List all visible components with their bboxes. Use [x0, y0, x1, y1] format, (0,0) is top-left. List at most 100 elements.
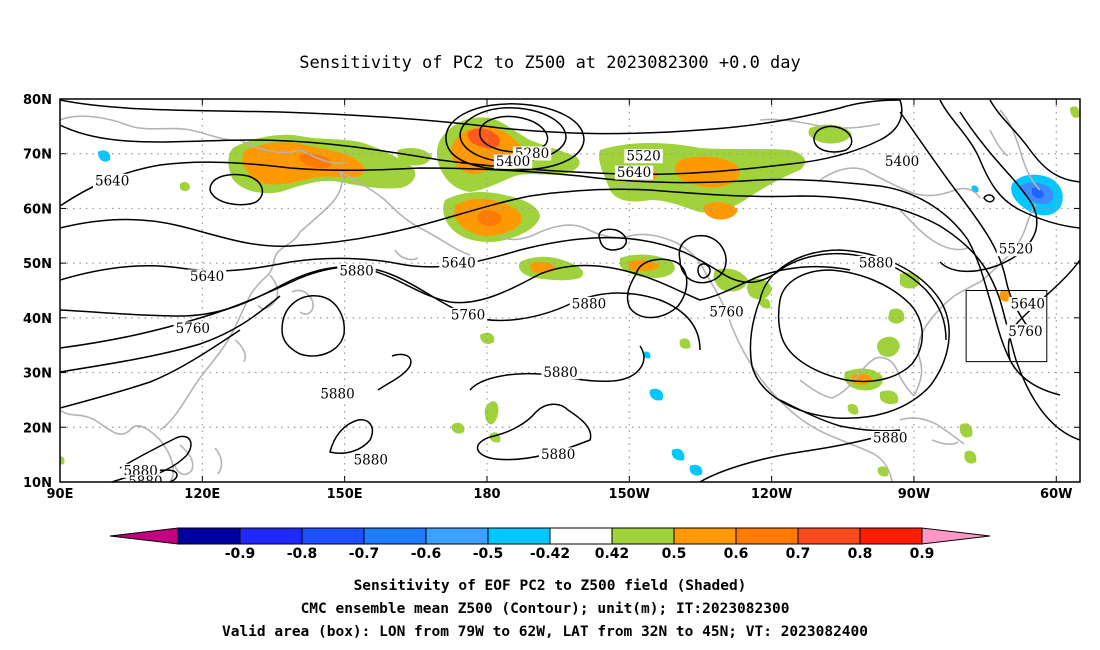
contour-label: 5880	[128, 474, 162, 490]
colorbar-label: -0.9	[225, 546, 256, 562]
colorbar-label: 0.7	[786, 546, 811, 562]
caption-line-1: Sensitivity of EOF PC2 to Z500 field (Sh…	[354, 578, 747, 594]
chart-title: Sensitivity of PC2 to Z500 at 2023082300…	[299, 53, 801, 73]
lat-label: 70N	[23, 148, 52, 163]
contour-label-bg	[439, 255, 478, 270]
contour-label: 5400	[885, 154, 919, 170]
colorbar-segment	[363, 527, 427, 545]
lat-label: 10N	[23, 476, 52, 491]
lon-label: 150W	[609, 487, 650, 502]
colorbar-segment	[425, 527, 489, 545]
contour-label-bg	[871, 430, 910, 445]
contour-label: 5880	[320, 387, 354, 403]
contour-label: 5640	[617, 165, 651, 181]
caption-line-2: CMC ensemble mean Z500 (Contour); unit(m…	[301, 601, 790, 617]
colorbar-label: 0.5	[662, 546, 687, 562]
contour-label-bg	[538, 447, 578, 462]
colorbar-label: 0.42	[595, 546, 630, 562]
colorbar-segment	[859, 527, 923, 545]
contour-label-bg	[318, 387, 357, 402]
contour-label-bg	[126, 474, 165, 482]
colorbar-segment	[673, 527, 737, 545]
contour-label: 5880	[873, 430, 907, 446]
colorbar: -0.9 -0.8 -0.7 -0.6 -0.5 -0.42 0.42 0.5 0.6 0.7 0.…	[109, 527, 991, 562]
colorbar-segment	[487, 527, 551, 545]
shading-negative-patches	[98, 150, 1063, 476]
contour-label-bg	[707, 305, 746, 320]
lon-label: 90E	[47, 487, 74, 502]
contour-label: 5760	[176, 321, 210, 337]
contour-label: 5880	[339, 264, 373, 280]
contour-label: 5880	[541, 447, 575, 463]
contour-label: 5880	[859, 255, 893, 271]
shading-patch-bering	[397, 117, 580, 242]
contour-label-bg	[614, 165, 654, 180]
caption-line-3: Valid area (box): LON from 79W to 62W, L…	[222, 624, 868, 640]
contour-label-bg	[1008, 296, 1048, 311]
lon-label: 120E	[184, 487, 220, 502]
contour-label-bg	[493, 154, 533, 169]
contour-label: 5640	[95, 173, 129, 189]
shading-patch-us-east	[759, 298, 977, 477]
colorbar-low-arrow	[109, 527, 179, 545]
contour-label-bg	[351, 452, 390, 467]
colorbar-segment	[549, 527, 613, 545]
contour-label-bg	[337, 264, 376, 279]
contour-label-bg	[882, 154, 922, 169]
axis-ticks	[59, 98, 1080, 483]
lat-label: 60N	[23, 202, 52, 217]
lat-label: 40N	[23, 312, 52, 327]
contour-label-bg	[1006, 324, 1045, 339]
contour-label-bg	[996, 242, 1036, 257]
lon-label: 120W	[751, 487, 792, 502]
colorbar-segment	[301, 527, 365, 545]
contour-label-bg	[448, 307, 488, 322]
colorbar-label: 0.8	[848, 546, 873, 562]
contour-label-bg	[92, 173, 132, 188]
colorbar-label: -0.7	[349, 546, 380, 562]
colorbar-segment	[177, 527, 241, 545]
colorbar-label: -0.42	[530, 546, 570, 562]
shading-patch-tropics	[60, 401, 501, 465]
contour-label-bg	[856, 255, 896, 270]
z500-contours	[60, 99, 1080, 482]
contour-label-bg	[569, 296, 609, 311]
valid-area-box	[965, 290, 1048, 363]
lat-label: 30N	[23, 367, 52, 382]
contour-label: 5760	[451, 307, 485, 323]
lat-label: 80N	[23, 93, 52, 108]
contour-label: 5640	[1011, 296, 1045, 312]
contour-label: 5640	[441, 255, 475, 271]
colorbar-label: -0.5	[473, 546, 504, 562]
contour-label: 5880	[572, 296, 606, 312]
colorbar-label: 0.9	[910, 546, 935, 562]
contour-label: 5760	[1008, 324, 1042, 340]
lat-label: 20N	[23, 421, 52, 436]
colorbar-segment	[735, 527, 799, 545]
contour-label: 5880	[354, 452, 388, 468]
colorbar-segment	[239, 527, 303, 545]
colorbar-label: 0.6	[724, 546, 749, 562]
contour-label: 5400	[496, 154, 530, 170]
lon-label: 180	[473, 487, 500, 502]
contour-label-bg	[121, 463, 160, 478]
colorbar-segment	[611, 527, 675, 545]
contour-label-bg	[187, 269, 227, 284]
contour-label: 5520	[999, 242, 1033, 258]
lon-label: 150E	[327, 487, 363, 502]
contour-label: 5520	[626, 149, 660, 165]
colorbar-label: -0.8	[287, 546, 318, 562]
contour-label-bg	[624, 149, 663, 164]
contour-label: 5880	[543, 365, 577, 381]
lon-label: 60W	[1040, 487, 1072, 502]
lat-lon-grid	[60, 99, 1080, 482]
lat-label: 50N	[23, 257, 52, 272]
contour-label: 5760	[709, 305, 743, 321]
contour-label: 5640	[190, 269, 224, 285]
colorbar-label: -0.6	[411, 546, 442, 562]
map-frame	[59, 98, 1081, 483]
shading-patch-arctic-west	[180, 134, 416, 194]
